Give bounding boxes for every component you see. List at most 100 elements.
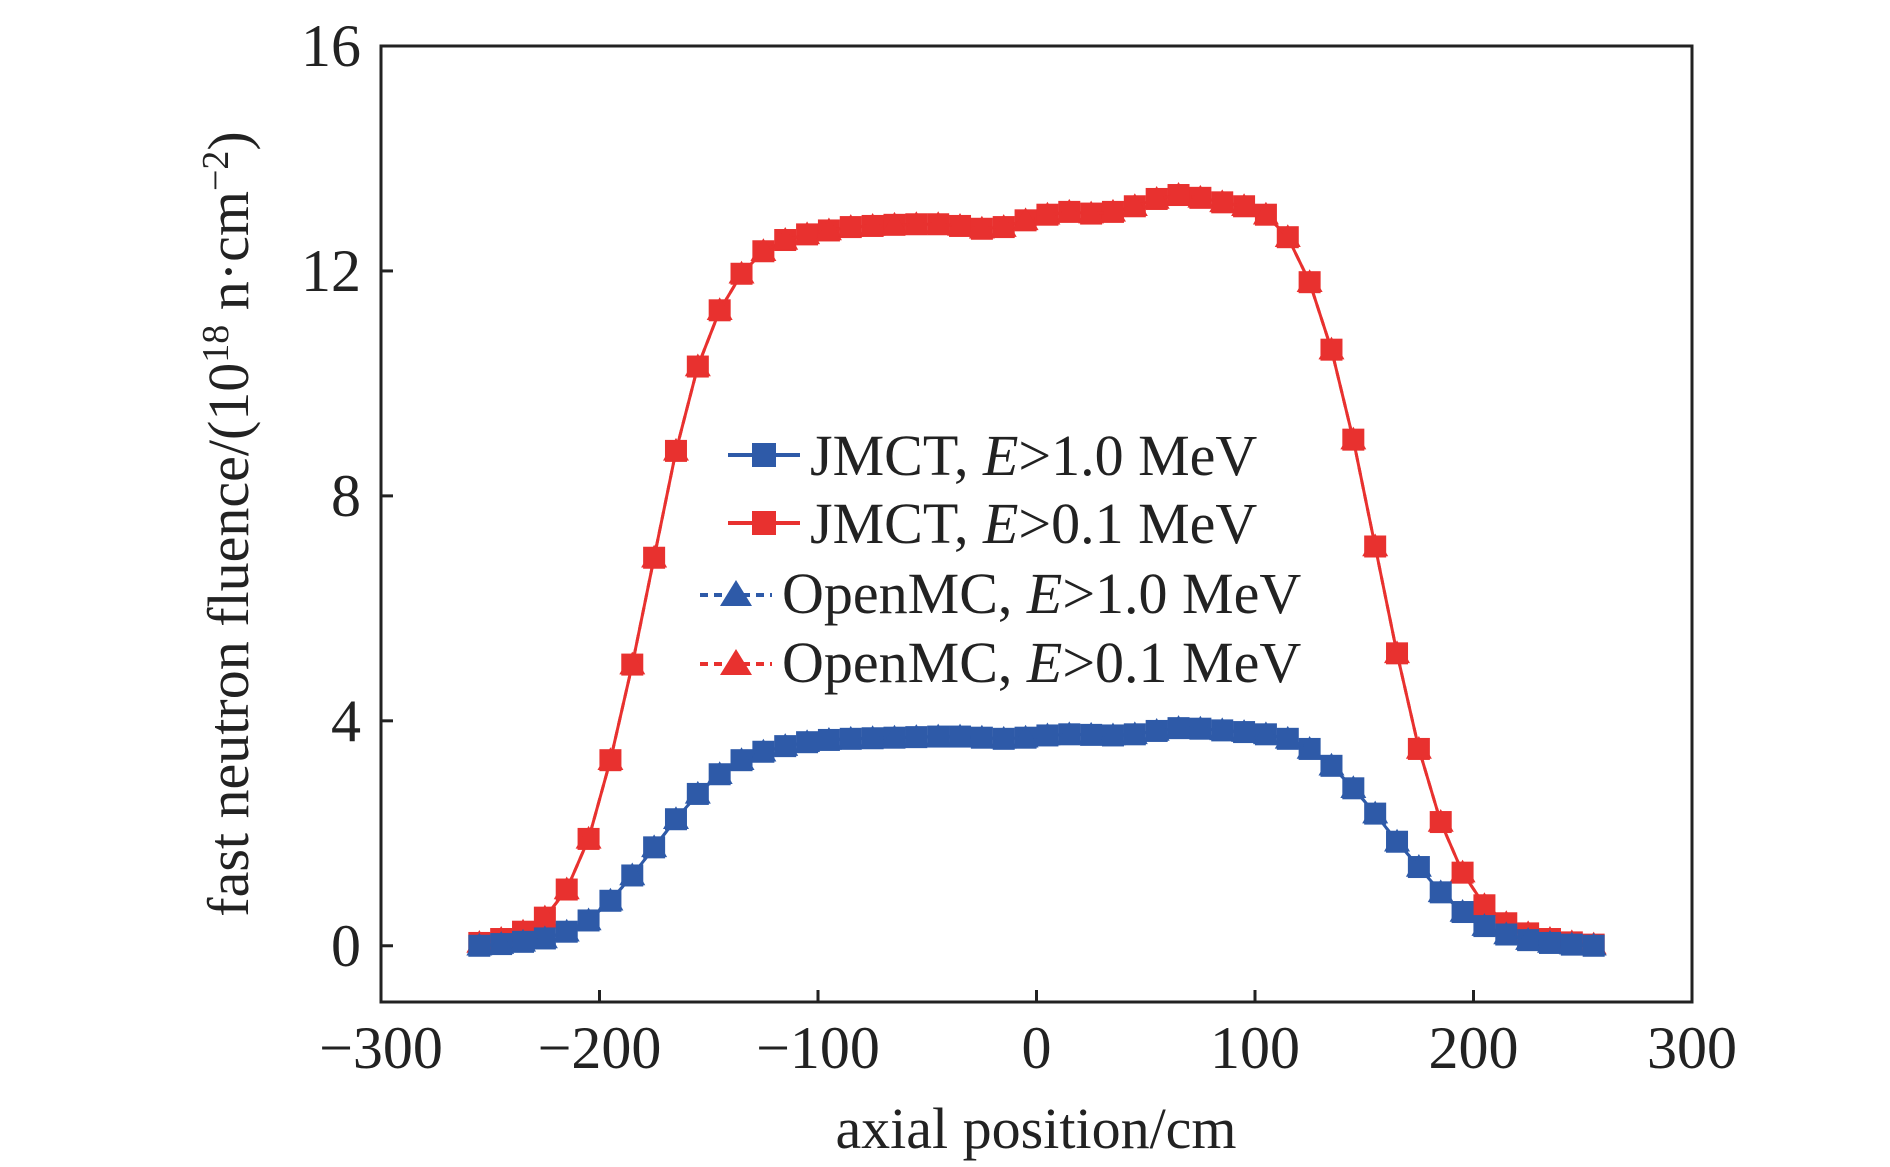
data-point xyxy=(1318,752,1345,776)
y-tick-label: 12 xyxy=(301,238,361,304)
x-tick-label: 200 xyxy=(1429,1015,1519,1081)
data-point xyxy=(728,260,755,284)
data-point xyxy=(706,761,733,784)
data-point xyxy=(881,211,908,235)
x-tick-label: 0 xyxy=(1022,1015,1052,1081)
legend-item-openmc-1-0: OpenMC, E>1.0 MeV xyxy=(700,561,1301,626)
data-point xyxy=(750,238,777,262)
y-tick-label: 0 xyxy=(331,913,361,979)
data-point xyxy=(837,214,864,237)
data-point xyxy=(1405,735,1432,759)
x-tick-label: −100 xyxy=(756,1015,880,1081)
data-point xyxy=(772,733,799,756)
data-point xyxy=(1056,721,1083,745)
data-point xyxy=(1143,185,1170,209)
data-point xyxy=(531,925,558,949)
data-point xyxy=(859,725,886,749)
data-point xyxy=(1318,336,1345,360)
data-point xyxy=(772,227,799,250)
data-point xyxy=(1209,717,1236,741)
data-point xyxy=(1209,189,1236,213)
legend-marker-openmc-1-0 xyxy=(720,580,752,606)
data-point xyxy=(1078,721,1105,745)
y-axis-title-unit-exponent: −2 xyxy=(195,151,237,191)
series-line xyxy=(479,193,1594,947)
data-point xyxy=(619,862,646,886)
data-point xyxy=(1471,892,1498,916)
legend-marker-openmc-0-1 xyxy=(720,649,752,675)
data-point xyxy=(968,215,995,239)
data-point xyxy=(1340,426,1367,450)
data-point xyxy=(510,928,537,952)
data-point xyxy=(1340,775,1367,799)
data-point xyxy=(903,211,930,235)
data-point xyxy=(1536,929,1563,953)
data-point xyxy=(641,834,668,858)
data-point xyxy=(1493,921,1520,945)
data-point xyxy=(575,907,602,931)
y-axis-title-unit: n·cm xyxy=(196,191,261,325)
data-point xyxy=(1449,899,1476,922)
data-point xyxy=(1384,640,1411,664)
data-point xyxy=(597,747,624,770)
x-axis-title: axial position/cm xyxy=(835,1096,1236,1161)
data-point xyxy=(1449,859,1476,883)
data-point xyxy=(990,214,1017,237)
data-point xyxy=(1405,854,1432,877)
data-point xyxy=(1121,721,1148,745)
data-point xyxy=(837,725,864,749)
ticks-layer: −300 −200 −100 0 100 200 300 0 4 8 12 16 xyxy=(301,13,1737,1081)
data-point xyxy=(1231,193,1258,217)
data-point xyxy=(1362,800,1389,824)
data-point xyxy=(794,221,821,245)
y-tick-label: 8 xyxy=(331,463,361,529)
data-point xyxy=(990,725,1017,749)
legend-item-openmc-0-1: OpenMC, E>0.1 MeV xyxy=(700,630,1301,695)
y-tick-label: 4 xyxy=(331,688,361,754)
data-point xyxy=(815,726,842,750)
y-tick-label: 16 xyxy=(301,13,361,79)
legend-label-jmct-1-0: JMCT, E>1.0 MeV xyxy=(810,423,1257,488)
data-point xyxy=(1012,724,1039,748)
data-point xyxy=(553,918,580,942)
series-openmc-e-1-0-mev xyxy=(466,715,1607,956)
data-point xyxy=(684,780,711,804)
data-point xyxy=(1558,931,1585,955)
data-point xyxy=(1034,722,1061,746)
x-tick-label: −300 xyxy=(319,1015,443,1081)
data-point xyxy=(1515,927,1542,950)
legend-item-jmct-1-0: JMCT, E>1.0 MeV xyxy=(728,423,1257,488)
data-point xyxy=(750,738,777,762)
data-point xyxy=(1187,184,1214,208)
legend-label-openmc-0-1: OpenMC, E>0.1 MeV xyxy=(782,630,1301,695)
data-point xyxy=(728,747,755,770)
data-point xyxy=(947,723,974,747)
y-axis-title-main: fast neutron fluence/(10 xyxy=(196,363,261,917)
data-point xyxy=(1384,828,1411,852)
data-point xyxy=(597,887,624,911)
data-point xyxy=(1187,715,1214,739)
data-point xyxy=(925,211,952,235)
data-point xyxy=(794,729,821,752)
data-point xyxy=(1580,932,1607,956)
data-point xyxy=(641,544,668,568)
data-point xyxy=(1274,224,1301,247)
data-point xyxy=(1034,201,1061,225)
x-tick-label: 100 xyxy=(1210,1015,1300,1081)
data-point xyxy=(947,212,974,236)
data-point xyxy=(1099,722,1126,746)
data-point xyxy=(1078,200,1105,224)
legend: JMCT, E>1.0 MeV JMCT, E>0.1 MeV OpenMC, … xyxy=(700,423,1301,695)
legend-marker-jmct-0-1 xyxy=(752,511,776,535)
data-point xyxy=(925,723,952,747)
series-line xyxy=(479,726,1594,948)
data-point xyxy=(619,651,646,675)
data-point xyxy=(1252,721,1279,745)
data-point xyxy=(531,904,558,928)
data-point xyxy=(1471,913,1498,936)
data-point xyxy=(1231,719,1258,742)
data-point xyxy=(859,212,886,236)
data-point xyxy=(684,353,711,377)
series-layer xyxy=(466,182,1607,957)
y-axis-title: fast neutron fluence/(1018 n·cm−2) xyxy=(195,131,261,916)
